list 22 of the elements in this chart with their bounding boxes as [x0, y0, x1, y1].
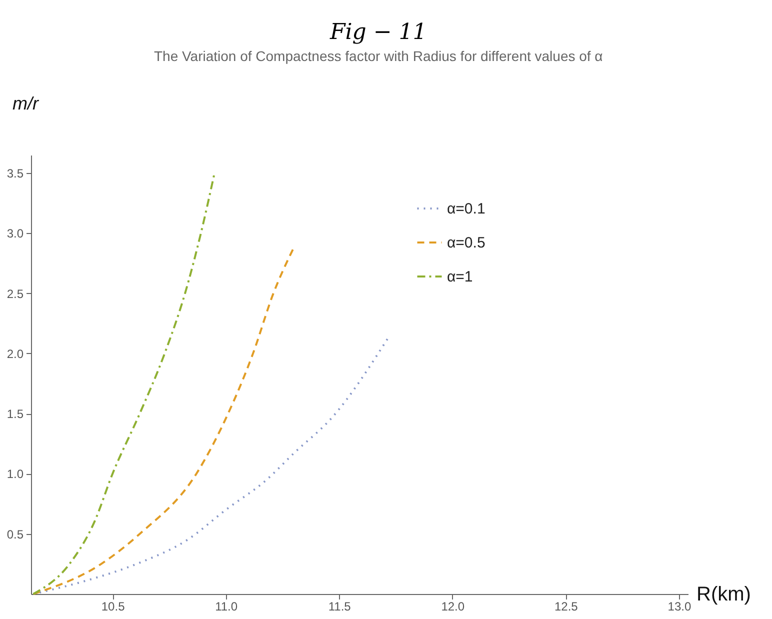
x-tick-label: 10.5: [101, 600, 126, 614]
y-tick-label: 3.0: [6, 226, 24, 241]
x-tick-label: 11.5: [328, 600, 352, 614]
legend-label: α=0.1: [447, 200, 486, 218]
x-axis-title: R(km): [696, 584, 751, 606]
y-tick-label: 1.0: [6, 467, 24, 482]
x-tick-label: 12.5: [554, 600, 578, 614]
y-axis-title: m/r: [12, 94, 40, 114]
y-tick-label: 0.5: [6, 527, 24, 542]
line-series: [32, 336, 390, 595]
legend-label: α=1: [447, 268, 473, 286]
x-tick-label: 13.0: [668, 600, 692, 614]
y-tick-label: 2.0: [6, 346, 24, 361]
x-tick-label: 11.0: [215, 600, 238, 614]
y-tick-label: 1.5: [6, 407, 24, 422]
chart-title: Fig − 11: [328, 20, 427, 45]
x-tick-label: 12.0: [441, 600, 465, 614]
legend-label: α=0.5: [447, 234, 486, 252]
y-tick-label: 3.5: [6, 166, 24, 181]
chart-subtitle: The Variation of Compactness factor with Radius for different values of α: [154, 48, 603, 64]
line-series: [32, 246, 295, 595]
y-tick-label: 2.5: [6, 286, 24, 301]
